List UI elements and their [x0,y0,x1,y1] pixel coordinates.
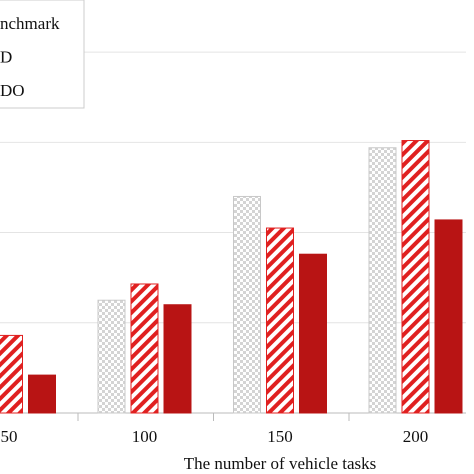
bar [401,140,430,414]
legend-label: nchmark [0,14,60,33]
x-tick-label: 150 [267,427,293,446]
legend-label: DO [0,81,25,100]
bar [368,147,397,414]
legend-label: D [0,47,12,66]
bar [130,283,159,414]
bar [28,374,56,414]
bar [434,219,463,414]
x-tick-label: 200 [403,427,429,446]
bar [233,195,261,414]
x-tick-label: 100 [132,427,158,446]
legend-box [0,0,85,109]
bar [299,253,327,414]
bar [97,299,126,414]
bar [266,227,294,414]
x-axis-label: The number of vehicle tasks [184,454,377,473]
bar [0,334,23,414]
x-tick-label: 50 [1,427,18,446]
bar [163,304,192,414]
